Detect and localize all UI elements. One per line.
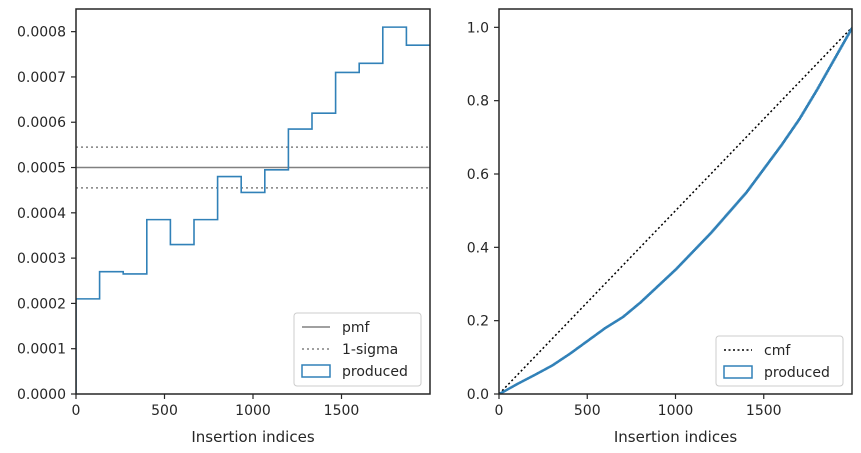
- legend-pmf-label: pmf: [342, 320, 371, 336]
- y-tick-label: 0.0002: [17, 296, 66, 312]
- chart-left-pmf-histogram: 0 500 1000 1500 0.0000 0.0001 0.0002 0.0003 0.00…: [17, 8, 431, 446]
- plot-area: [499, 26, 852, 394]
- y-tick-label: 0.0003: [17, 251, 66, 267]
- x-axis-label: Insertion indices: [191, 428, 314, 446]
- y-tick-label: 0.6: [467, 167, 489, 183]
- y-tick-label: 0.0007: [17, 70, 66, 86]
- x-tick-label: 1500: [746, 403, 782, 419]
- produced-histogram-step: [76, 26, 430, 394]
- x-tick-label: 1000: [658, 403, 694, 419]
- legend-box: [293, 312, 422, 387]
- legend: pmf 1-sigma produced: [293, 312, 422, 387]
- produced-cdf-line: [499, 27, 852, 394]
- y-tick-label: 0.8: [467, 94, 489, 110]
- legend: cmf produced: [715, 335, 844, 387]
- y-tick-label: 0.0004: [17, 206, 66, 222]
- y-tick-label: 0.0005: [17, 161, 66, 177]
- x-tick-label: 500: [574, 403, 601, 419]
- y-tick-label: 0.2: [467, 314, 489, 330]
- y-tick-label: 1.0: [467, 20, 489, 36]
- legend-produced-swatch: [723, 365, 753, 379]
- cmf-line: [499, 26, 852, 394]
- plot-area: [76, 26, 430, 394]
- y-tick-label: 0.0: [467, 387, 489, 403]
- y-tick-label: 0.0008: [17, 25, 66, 41]
- y-tick-label: 0.4: [467, 240, 489, 256]
- x-tick-label: 0: [72, 403, 81, 419]
- legend-box: [715, 335, 844, 387]
- legend-produced-swatch: [301, 364, 331, 378]
- legend-produced-label: produced: [342, 364, 408, 380]
- x-tick-label: 1000: [235, 403, 271, 419]
- legend-cmf-label: cmf: [764, 343, 791, 359]
- x-tick-label: 1500: [324, 403, 360, 419]
- legend-produced-label: produced: [764, 365, 830, 381]
- y-tick-label: 0.0006: [17, 115, 66, 131]
- y-tick-label: 0.0000: [17, 387, 66, 403]
- legend-sigma-label: 1-sigma: [342, 342, 398, 358]
- x-tick-label: 500: [151, 403, 178, 419]
- x-axis-label: Insertion indices: [614, 428, 737, 446]
- y-tick-label: 0.0001: [17, 342, 66, 358]
- x-tick-label: 0: [495, 403, 504, 419]
- chart-right-cmf: 0 500 1000 1500 0.0 0.2 0.4 0.6 0.8 1.0 Insertion …: [467, 8, 853, 446]
